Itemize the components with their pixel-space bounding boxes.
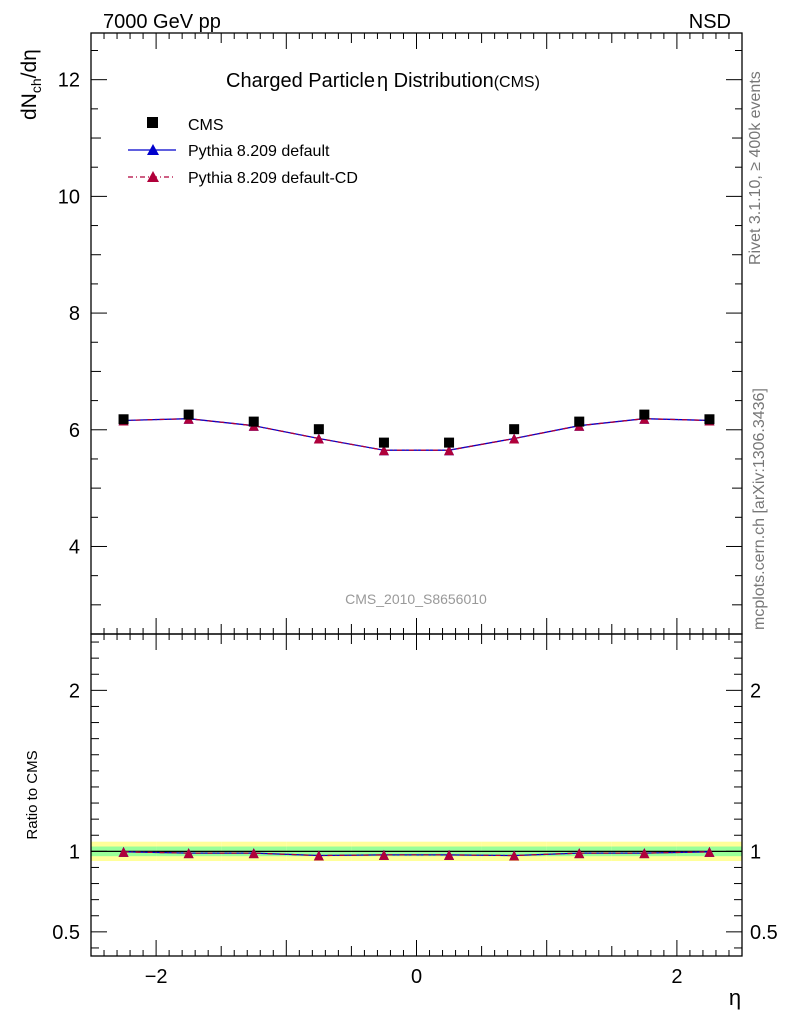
mcplots-label: mcplots.cern.ch [arXiv:1306.3436] — [751, 388, 768, 630]
legend-marker-cms — [147, 117, 158, 128]
y-axis-label-rest: /dη — [18, 49, 41, 78]
chart-title-suffix: (CMS) — [494, 74, 540, 91]
y-tick-label-ratio-left: 1 — [69, 841, 80, 863]
y-axis-label-sub: ch — [28, 78, 44, 93]
ratio-marker-pythia-cd — [574, 848, 585, 859]
y-tick-label-main: 8 — [69, 303, 80, 325]
header-process-label: NSD — [689, 11, 731, 33]
y-tick-label-main: 12 — [58, 70, 80, 92]
marker-cms — [509, 424, 520, 435]
ratio-marker-pythia-cd — [313, 850, 324, 861]
y-tick-label-ratio-right: 2 — [750, 680, 761, 702]
ratio-marker-pythia-cd — [639, 848, 650, 859]
marker-cms — [118, 414, 129, 425]
y-tick-label-ratio-right: 0.5 — [750, 922, 778, 944]
ratio-y-axis-label: Ratio to CMS — [24, 750, 41, 839]
marker-pythia-cd — [378, 445, 389, 456]
y-tick-label-ratio-left: 2 — [69, 680, 80, 702]
y-tick-label-main: 4 — [69, 536, 80, 558]
marker-cms — [378, 437, 389, 448]
analysis-id-label: CMS_2010_S8656010 — [345, 591, 487, 607]
series-layer — [118, 409, 715, 861]
series-line-pythia-default — [123, 418, 710, 451]
ratio-panel-frame — [90, 633, 743, 957]
ratio-marker-pythia-cd — [444, 849, 455, 860]
chart-title: Charged Particle η Distribution(CMS) — [226, 70, 540, 92]
rivet-label: Rivet 3.1.10, ≥ 400k events — [747, 71, 764, 265]
y-tick-label-ratio-right: 1 — [750, 841, 761, 863]
marker-cms — [444, 437, 455, 448]
marker-cms — [704, 414, 715, 425]
x-axis-label: η — [729, 985, 741, 1010]
marker-cms — [313, 424, 324, 435]
ratio-line-pythia-cd — [123, 851, 710, 857]
legend: CMS Pythia 8.209 default Pythia 8.209 de… — [128, 117, 358, 187]
legend-label-pythia-default: Pythia 8.209 default — [188, 143, 330, 160]
marker-cms — [248, 416, 259, 427]
marker-pythia-cd — [509, 433, 520, 444]
chart-title-rest: Distribution — [388, 70, 494, 92]
legend-label-pythia-cd: Pythia 8.209 default-CD — [188, 170, 358, 187]
x-tick-label: 2 — [671, 966, 682, 988]
x-tick-label: −2 — [145, 966, 168, 988]
x-tick-label: 0 — [411, 966, 422, 988]
legend-label-cms: CMS — [188, 117, 224, 134]
marker-cms — [639, 409, 650, 420]
ratio-marker-pythia-cd — [118, 846, 129, 857]
y-tick-label-ratio-left: 0.5 — [52, 922, 80, 944]
chart-title-main: Charged Particle — [226, 70, 375, 92]
y-tick-label-main: 6 — [69, 420, 80, 442]
legend-marker-pythia-default — [147, 144, 159, 155]
series-line-pythia-cd — [123, 418, 710, 451]
y-axis-label-base: dN — [18, 93, 41, 120]
marker-pythia-cd — [444, 445, 455, 456]
ratio-marker-pythia-cd — [704, 846, 715, 857]
ratio-marker-pythia-cd — [378, 849, 389, 860]
y-axis-label: dNch/dη — [18, 49, 44, 120]
legend-marker-pythia-cd — [147, 171, 159, 182]
marker-pythia-cd — [313, 433, 324, 444]
y-tick-label-main: 10 — [58, 186, 80, 208]
marker-cms — [183, 409, 194, 420]
marker-cms — [574, 416, 585, 427]
ratio-marker-pythia-cd — [248, 848, 259, 859]
ratio-marker-pythia-cd — [183, 848, 194, 859]
chart-title-eta: η — [377, 70, 388, 92]
ratio-marker-pythia-cd — [509, 850, 520, 861]
header-energy-label: 7000 GeV pp — [103, 11, 221, 33]
